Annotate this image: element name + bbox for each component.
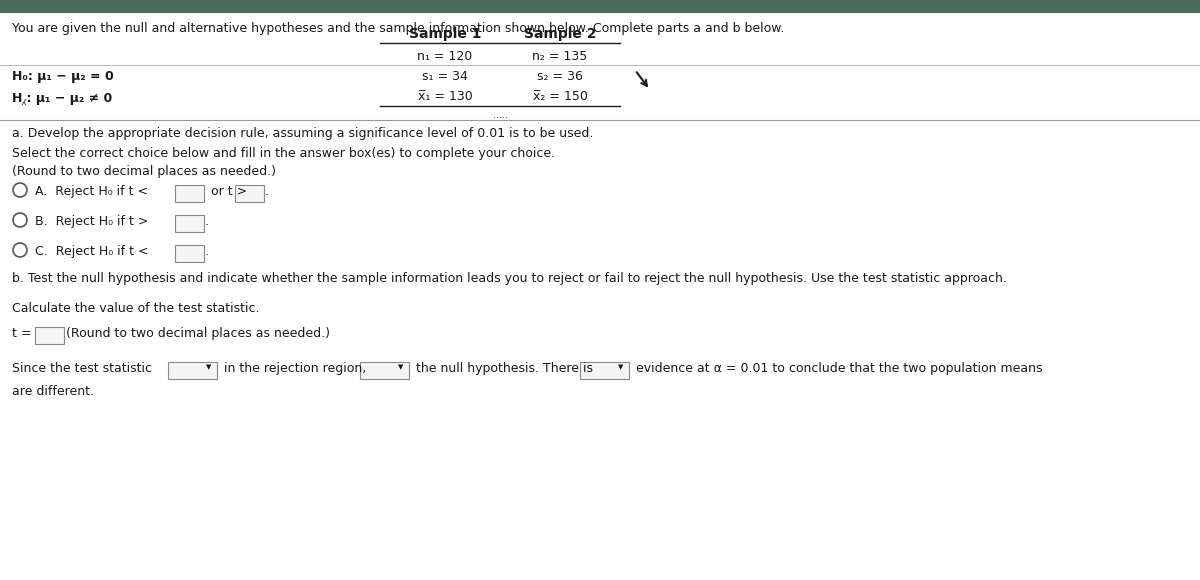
Text: b. Test the null hypothesis and indicate whether the sample information leads yo: b. Test the null hypothesis and indicate… bbox=[12, 272, 1007, 285]
Text: s₂ = 36: s₂ = 36 bbox=[538, 70, 583, 83]
Text: ▼: ▼ bbox=[398, 364, 403, 370]
Text: a. Develop the appropriate decision rule, assuming a significance level of 0.01 : a. Develop the appropriate decision rule… bbox=[12, 127, 593, 140]
FancyBboxPatch shape bbox=[168, 361, 216, 379]
Text: You are given the null and alternative hypotheses and the sample information sho: You are given the null and alternative h… bbox=[12, 22, 785, 35]
FancyBboxPatch shape bbox=[0, 0, 1200, 13]
FancyBboxPatch shape bbox=[360, 361, 408, 379]
FancyBboxPatch shape bbox=[580, 361, 629, 379]
Text: Select the correct choice below and fill in the answer box(es) to complete your : Select the correct choice below and fill… bbox=[12, 147, 556, 160]
Text: (Round to two decimal places as needed.): (Round to two decimal places as needed.) bbox=[12, 165, 276, 178]
Text: x̅₂ = 150: x̅₂ = 150 bbox=[533, 90, 588, 103]
Text: x̅₁ = 130: x̅₁ = 130 bbox=[418, 90, 473, 103]
Text: evidence at α = 0.01 to conclude that the two population means: evidence at α = 0.01 to conclude that th… bbox=[632, 362, 1043, 375]
Text: n₁ = 120: n₁ = 120 bbox=[418, 50, 473, 63]
Text: H₀: μ₁ − μ₂ = 0: H₀: μ₁ − μ₂ = 0 bbox=[12, 70, 114, 83]
Text: or t >: or t > bbox=[208, 185, 251, 198]
Text: Sample 1: Sample 1 bbox=[409, 27, 481, 41]
Text: ▼: ▼ bbox=[618, 364, 623, 370]
Text: .: . bbox=[265, 185, 269, 198]
FancyBboxPatch shape bbox=[174, 215, 204, 231]
Text: are different.: are different. bbox=[12, 385, 94, 398]
Text: ▼: ▼ bbox=[206, 364, 211, 370]
Text: (Round to two decimal places as needed.): (Round to two decimal places as needed.) bbox=[66, 327, 330, 340]
Text: s₁ = 34: s₁ = 34 bbox=[422, 70, 468, 83]
FancyBboxPatch shape bbox=[0, 13, 1200, 580]
Text: Sample 2: Sample 2 bbox=[523, 27, 596, 41]
Text: the null hypothesis. There is: the null hypothesis. There is bbox=[412, 362, 593, 375]
FancyBboxPatch shape bbox=[174, 184, 204, 201]
FancyBboxPatch shape bbox=[35, 327, 64, 343]
Text: H⁁: μ₁ − μ₂ ≠ 0: H⁁: μ₁ − μ₂ ≠ 0 bbox=[12, 92, 113, 105]
Text: n₂ = 135: n₂ = 135 bbox=[533, 50, 588, 63]
Text: B.  Reject H₀ if t >: B. Reject H₀ if t > bbox=[35, 215, 152, 228]
FancyBboxPatch shape bbox=[174, 245, 204, 262]
Text: Calculate the value of the test statistic.: Calculate the value of the test statisti… bbox=[12, 302, 259, 315]
Text: C.  Reject H₀ if t <: C. Reject H₀ if t < bbox=[35, 245, 152, 258]
Text: Since the test statistic: Since the test statistic bbox=[12, 362, 152, 375]
Text: A.  Reject H₀ if t <: A. Reject H₀ if t < bbox=[35, 185, 152, 198]
Text: in the rejection region,: in the rejection region, bbox=[220, 362, 366, 375]
Text: .: . bbox=[205, 245, 209, 258]
Text: .....: ..... bbox=[492, 110, 508, 120]
FancyBboxPatch shape bbox=[234, 184, 264, 201]
Text: t =: t = bbox=[12, 327, 36, 340]
Text: .: . bbox=[205, 215, 209, 228]
